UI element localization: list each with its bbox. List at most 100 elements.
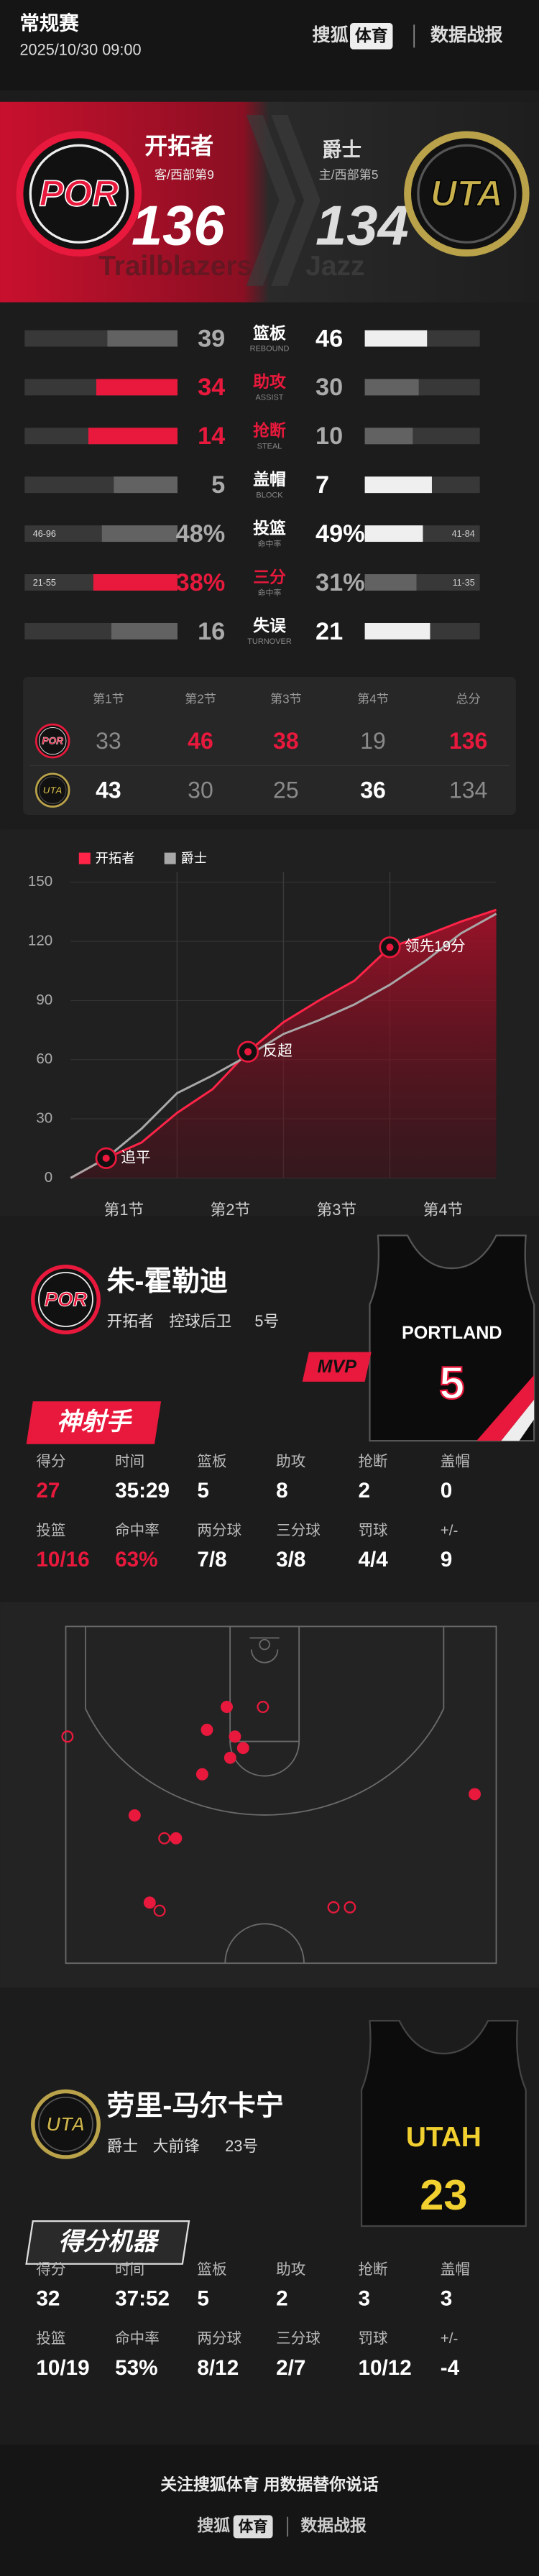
player-stat-label: 抢断 [358,2261,387,2278]
jersey-stripe [476,1375,535,1441]
player-stat-label: 时间 [115,1453,144,1469]
jersey-text: UTAH [406,2122,482,2153]
legend-swatch [78,852,91,864]
shot-missed [153,1904,166,1917]
footer-bg [0,2445,539,2576]
brand-box-text: 体育 [355,26,388,45]
player-stat-label: 命中率 [115,2330,160,2347]
team-logo [34,772,70,808]
title-badge-bg [26,1401,162,1444]
bar [364,428,413,445]
x-tick-label: 第3节 [317,1201,357,1219]
player-stat-label: 得分 [36,2261,65,2278]
team-logo-ring [38,776,67,804]
stat-label: 助攻 [253,372,286,391]
bar [364,622,430,640]
paint [229,1625,300,1742]
player-stat-value: 9 [441,1548,453,1571]
player-stat-label: 三分球 [276,2330,321,2347]
stat-detail: 41-84 [452,529,475,539]
footer-brand-box-text: 体育 [239,2518,268,2535]
team-logo-ring [38,2096,93,2152]
jersey-number: 23 [420,2171,467,2219]
annotation-label: 领先19分 [405,938,466,955]
header-bg [0,0,539,91]
player-stat-label: 篮板 [197,2261,226,2278]
footer-report: 数据战报 [300,2516,367,2534]
footer-slogan: 关注搜狐体育 用数据替你说话 [160,2475,379,2493]
team-logo-text: UTA [46,2113,85,2135]
team-logo [31,1265,101,1334]
team-standing: 主/西部第5 [319,167,379,182]
player-number: 23号 [225,2137,258,2155]
shot-made [170,1832,183,1845]
team-logo [404,131,530,257]
stat-value: 46 [315,325,343,352]
team-logo-text: POR [45,1288,88,1311]
three-point-line [85,1626,445,1816]
player-stat-value: 63% [115,1548,157,1571]
player-stat-value: 10/12 [358,2356,411,2380]
player-stat-value: 4/4 [358,1548,388,1571]
shot-missed [327,1901,340,1913]
quarter-score: 134 [449,777,487,803]
jersey-text: PORTLAND [402,1323,502,1343]
player-stat-label: 盖帽 [441,2261,470,2278]
shot-made [229,1730,241,1743]
court-bg [0,1602,539,1988]
player-stat-label: 投篮 [36,1522,65,1538]
stat-value: 34 [198,374,225,401]
player-stat-label: 罚球 [358,1522,388,1538]
stat-label: 篮板 [252,323,286,342]
y-tick-label: 60 [36,1051,52,1067]
stat-value: 10 [315,423,343,450]
player-stat-value: 8 [276,1479,288,1502]
player-position: 大前锋 [153,2137,200,2155]
jersey [360,2020,527,2228]
quarter-header: 第1节 [93,692,124,706]
footer-brand-box [233,2515,273,2539]
shot-made [128,1809,141,1822]
y-tick-label: 90 [36,992,52,1008]
shot-missed [344,1901,356,1913]
player-position: 控球后卫 [170,1312,232,1330]
bar [364,379,419,396]
y-tick-label: 120 [28,933,52,949]
stat-value: 16 [198,618,225,645]
quarter-score: 136 [449,728,487,754]
stat-sublabel: BLOCK [256,491,283,499]
quarter-header: 第2节 [185,692,216,706]
title-badge-bg [25,2220,190,2265]
legend-label: 开拓者 [96,851,135,866]
bar [96,379,178,396]
line [70,913,497,1179]
annotation-dot [244,1048,252,1056]
player-stat-label: 盖帽 [441,1453,470,1469]
legend-label: 爵士 [181,851,208,866]
hoop [259,1638,270,1651]
stat-value: 31% [315,569,365,596]
player-stat-label: 助攻 [276,2261,305,2278]
legend-swatch [164,852,176,864]
player-stat-label: 三分球 [276,1522,321,1538]
stat-detail: 46-96 [33,529,56,539]
team-name: 开拓者 [144,133,213,159]
team-logo [31,2089,101,2159]
team-logo-text: UTA [430,173,503,214]
player-stat-value: 2/7 [276,2356,305,2380]
player-stat-label: 两分球 [197,2330,241,2347]
player-team: 爵士 [107,2137,138,2155]
y-tick-label: 30 [36,1109,52,1126]
player-stat-value: 2 [276,2287,288,2311]
bar [88,428,178,445]
stat-value: 30 [315,374,343,401]
player-stat-value: 3 [441,2287,453,2311]
quarter-score: 33 [96,728,121,754]
player-number: 5号 [254,1312,279,1330]
team-logo-ring [38,726,67,755]
player-stat-value: 0 [441,1479,453,1502]
stat-value: 7 [315,471,329,499]
team-name: 爵士 [322,139,361,161]
player-team: 开拓者 [107,1312,154,1330]
player-stat-label: 抢断 [358,1453,387,1469]
